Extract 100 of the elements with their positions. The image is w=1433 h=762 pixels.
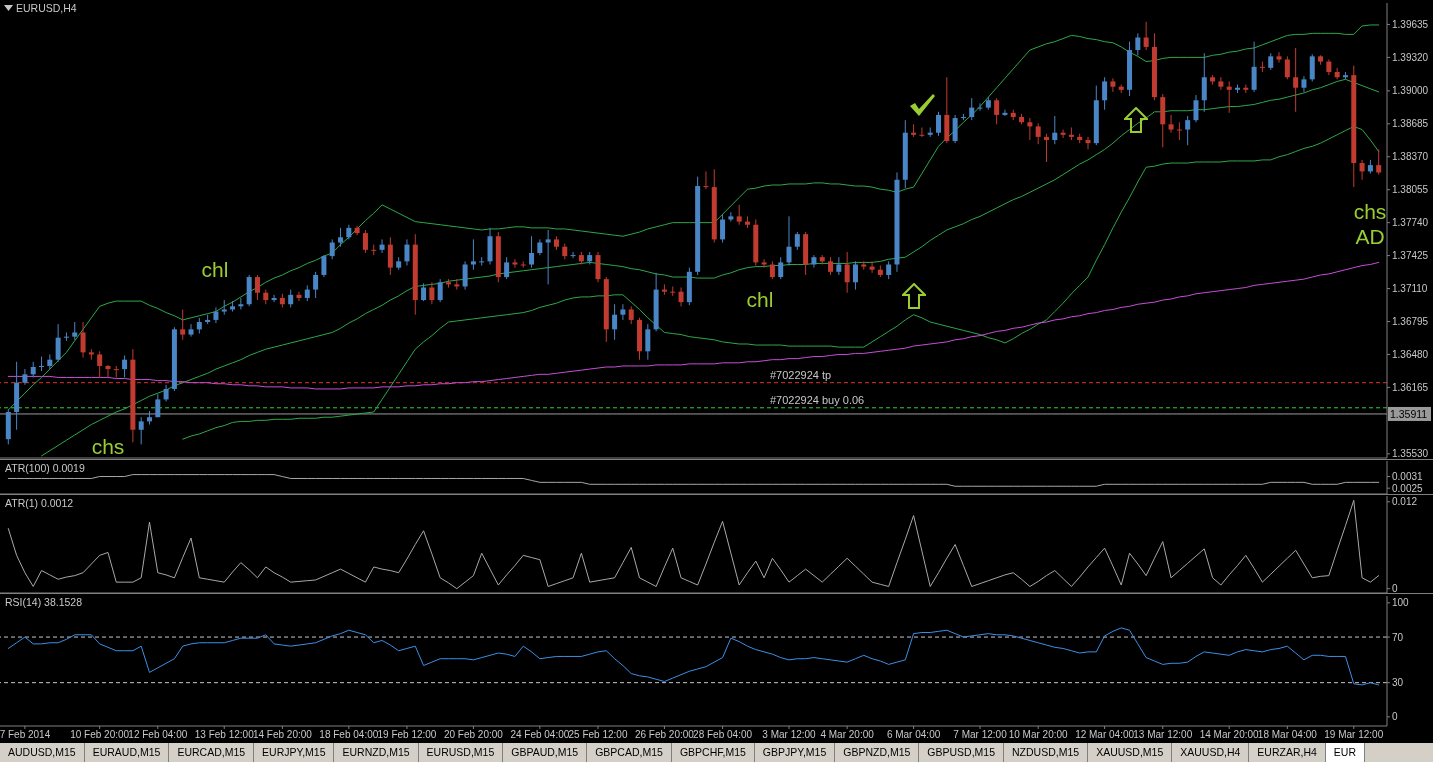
y-tick-label: 1.36795	[1392, 316, 1429, 328]
candlestick	[254, 274, 260, 301]
candlestick	[404, 238, 410, 267]
candlestick	[105, 364, 111, 378]
candlestick	[1085, 136, 1091, 150]
candlestick	[437, 278, 443, 303]
x-tick-label: 18 Mar 04:00	[1257, 729, 1318, 741]
candlestick	[994, 97, 1000, 125]
candlestick	[371, 244, 377, 256]
y-tick-label: 1.38685	[1392, 118, 1429, 130]
candlestick	[1043, 133, 1049, 163]
candlestick	[678, 287, 684, 307]
candlestick	[620, 303, 626, 321]
candlestick	[1185, 115, 1191, 146]
candlestick	[1376, 148, 1382, 176]
candlestick	[462, 260, 468, 291]
candlestick	[661, 283, 667, 296]
annotation: chs	[1353, 200, 1387, 223]
candlestick	[1201, 52, 1207, 113]
candlestick	[1002, 109, 1008, 117]
candlestick	[1251, 41, 1257, 93]
candlestick	[213, 306, 219, 324]
y-tick-label: 1.36480	[1392, 349, 1429, 360]
line-series	[7, 474, 1380, 487]
candlestick	[97, 350, 103, 378]
y-tick-label: 1.35530	[1392, 448, 1429, 460]
text: EURCAD,M15	[169, 743, 255, 762]
candlestick	[271, 294, 277, 303]
candlestick	[238, 297, 244, 310]
candlestick	[645, 323, 651, 361]
candlestick	[88, 348, 94, 361]
candlestick	[1218, 76, 1224, 91]
ref-line-label: 1.35911	[1390, 407, 1428, 420]
candlestick	[1193, 94, 1199, 123]
candlestick	[545, 229, 551, 285]
candlestick	[379, 238, 385, 254]
candlestick	[470, 238, 476, 271]
line-series	[7, 627, 1380, 686]
candlestick	[1359, 159, 1365, 181]
x-tick-label: 10 Feb 20:00	[70, 729, 130, 741]
candlestick	[321, 254, 327, 278]
x-tick-label: 24 Feb 04:00	[510, 729, 570, 741]
x-tick-label: 6 Mar 04:00	[886, 729, 941, 741]
candlestick	[1060, 129, 1066, 139]
candlestick	[479, 256, 485, 267]
candlestick	[736, 204, 742, 226]
ref-line-label: #7022924 buy 0.06	[770, 393, 865, 406]
x-tick-label: 26 Feb 20:00	[634, 729, 695, 741]
y-tick-label: 0.0025	[1392, 482, 1424, 494]
candlestick	[80, 321, 86, 359]
candlestick	[919, 126, 925, 138]
y-tick-label: 0	[1392, 583, 1398, 595]
candlestick	[852, 260, 858, 291]
candlestick	[778, 256, 784, 280]
candlestick	[512, 258, 518, 269]
x-tick-label: 18 Feb 04:00	[319, 729, 379, 741]
annotation: chl	[746, 288, 774, 311]
candlestick	[761, 258, 767, 269]
text: EURAUD,M15	[84, 743, 170, 762]
text: AUDUSD,M15	[0, 743, 85, 762]
candlestick	[296, 291, 302, 302]
candlestick	[1143, 21, 1149, 51]
candlestick	[728, 211, 734, 223]
candlestick	[188, 323, 194, 338]
candlestick	[811, 254, 817, 269]
y-tick-label: 1.39635	[1392, 18, 1429, 30]
text: GBPCAD,M15	[587, 743, 672, 762]
annotation: AD	[1355, 225, 1385, 248]
candlestick	[313, 271, 319, 299]
y-tick-label: 0	[1392, 711, 1398, 723]
candlestick	[1027, 117, 1033, 141]
x-tick-label: 12 Feb 04:00	[128, 729, 188, 741]
candlestick	[1135, 32, 1141, 56]
text: XAUUSD,M15	[1088, 743, 1173, 762]
candlestick	[670, 285, 676, 297]
y-tick-label: 1.37110	[1392, 283, 1428, 295]
candlestick	[138, 416, 144, 445]
y-tick-label: 100	[1392, 597, 1410, 609]
candlestick	[1293, 47, 1299, 113]
candlestick	[977, 102, 983, 112]
y-tick-label: 0.012	[1392, 496, 1418, 508]
ref-line-label: #7022924 tp	[770, 368, 832, 381]
text: EURJPY,M15	[254, 743, 335, 762]
text: GBPJPY,M15	[754, 743, 836, 762]
text: EUR	[1325, 743, 1366, 762]
candlestick	[969, 97, 975, 121]
candlestick	[1226, 80, 1232, 114]
y-tick-label: 30	[1392, 677, 1404, 689]
text: GBPNZD,M15	[835, 743, 920, 762]
candlestick	[454, 278, 460, 291]
candlestick	[55, 323, 61, 363]
line-series	[7, 261, 1380, 390]
text: XAUUSD,H4	[1172, 743, 1250, 762]
x-tick-label: 13 Feb 12:00	[194, 729, 255, 741]
chart-title: RSI(14) 38.1528	[5, 596, 83, 608]
candlestick	[1168, 114, 1174, 134]
candlestick	[1035, 122, 1041, 145]
chart-title: ATR(100) 0.0019	[5, 462, 85, 474]
candlestick	[612, 303, 618, 341]
x-tick-label: 12 Mar 04:00	[1075, 729, 1135, 741]
